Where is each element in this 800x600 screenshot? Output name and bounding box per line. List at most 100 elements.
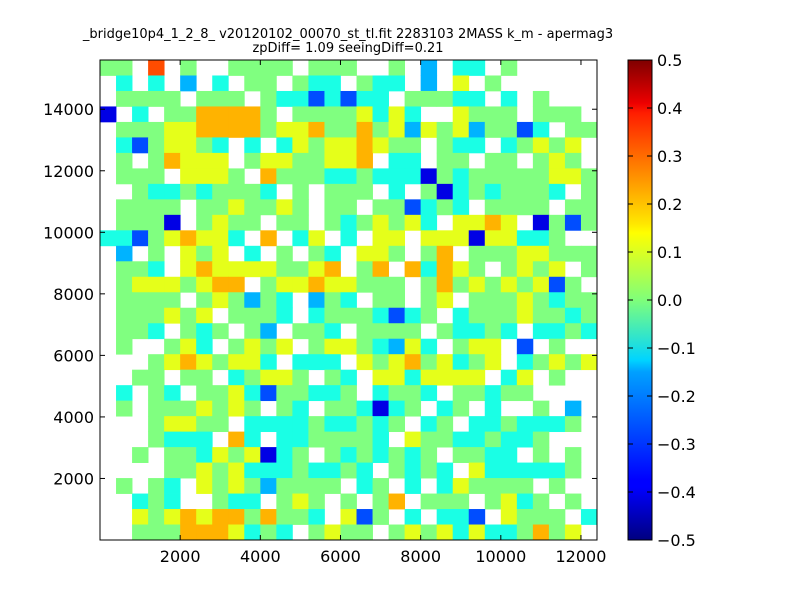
heatmap-cell xyxy=(372,338,389,355)
heatmap-cell xyxy=(516,292,534,309)
heatmap-cell xyxy=(340,292,357,309)
heatmap-cell xyxy=(468,261,486,278)
heatmap-cell xyxy=(260,276,277,293)
heatmap-cell xyxy=(340,369,357,386)
heatmap-cell xyxy=(404,323,422,340)
heatmap-cell xyxy=(276,307,293,324)
heatmap-cell xyxy=(260,168,277,185)
heatmap-cell xyxy=(116,261,133,278)
heatmap-cell xyxy=(324,90,341,107)
x-tick-label: 4000 xyxy=(240,547,281,566)
heatmap-cell xyxy=(340,447,357,463)
heatmap-cell xyxy=(340,416,357,433)
heatmap-cell xyxy=(580,168,598,185)
heatmap-cell xyxy=(516,168,534,185)
heatmap-cell xyxy=(212,199,229,216)
heatmap-cell xyxy=(356,416,373,433)
heatmap-cell xyxy=(228,183,245,200)
heatmap-cell xyxy=(148,416,165,433)
heatmap-cell xyxy=(516,416,534,433)
heatmap-cell xyxy=(532,447,550,463)
heatmap-cell xyxy=(244,214,261,231)
heatmap-cell xyxy=(180,106,197,123)
heatmap-cell xyxy=(420,431,438,448)
heatmap-cell xyxy=(212,354,229,371)
heatmap-cell xyxy=(372,199,389,216)
heatmap-cell xyxy=(452,524,470,541)
heatmap-cell xyxy=(212,261,229,278)
heatmap-cell xyxy=(308,385,325,402)
heatmap-cell xyxy=(324,416,341,433)
heatmap-cell xyxy=(212,416,229,433)
heatmap-cell xyxy=(308,60,325,76)
heatmap-cell xyxy=(372,323,389,340)
heatmap-cell xyxy=(436,137,454,154)
heatmap-cell xyxy=(404,478,422,494)
heatmap-cell xyxy=(100,60,117,76)
heatmap-cell xyxy=(292,462,309,479)
heatmap-cell xyxy=(484,199,502,216)
heatmap-cell xyxy=(404,354,422,371)
heatmap-cell xyxy=(244,183,261,200)
heatmap-cell xyxy=(388,199,406,216)
heatmap-cell xyxy=(532,137,550,154)
heatmap-cell xyxy=(356,214,373,231)
heatmap-cell xyxy=(564,121,582,138)
heatmap-cell xyxy=(212,230,229,247)
heatmap-cell xyxy=(404,338,422,355)
heatmap-cell xyxy=(404,431,422,448)
heatmap-cell xyxy=(548,106,566,123)
heatmap-cell xyxy=(420,90,438,107)
heatmap-cell xyxy=(244,493,261,510)
heatmap-cell xyxy=(564,292,582,309)
heatmap-cell xyxy=(308,462,325,479)
heatmap-cell xyxy=(340,199,357,216)
y-tick-label: 2000 xyxy=(53,469,94,488)
heatmap-cell xyxy=(228,121,245,138)
heatmap-cell xyxy=(404,369,422,386)
heatmap-cell xyxy=(548,524,566,541)
heatmap-cell xyxy=(244,524,261,541)
heatmap-cell xyxy=(484,385,502,402)
heatmap-cell xyxy=(116,214,133,231)
heatmap-cell xyxy=(516,354,534,371)
heatmap-cell xyxy=(548,416,566,433)
heatmap-cell xyxy=(340,524,357,541)
heatmap-cell xyxy=(516,369,534,386)
heatmap-cell xyxy=(212,292,229,309)
heatmap-cell xyxy=(324,447,341,463)
heatmap-cell xyxy=(340,183,357,200)
heatmap-cell xyxy=(516,199,534,216)
heatmap-cell xyxy=(308,230,325,247)
heatmap-cell xyxy=(420,354,438,371)
heatmap-cell xyxy=(228,261,245,278)
heatmap-cell xyxy=(372,431,389,448)
heatmap-cell xyxy=(132,509,149,525)
plot-area-frame xyxy=(99,59,598,541)
heatmap-cell xyxy=(228,338,245,355)
heatmap-cell xyxy=(484,354,502,371)
heatmap-cell xyxy=(148,168,165,185)
heatmap-cell xyxy=(324,137,341,154)
heatmap-cell xyxy=(148,276,165,293)
heatmap-cell xyxy=(164,493,181,510)
heatmap-cell xyxy=(148,245,165,262)
heatmap-cell xyxy=(196,307,213,324)
heatmap-cell xyxy=(356,307,373,324)
heatmap-cell xyxy=(468,354,486,371)
heatmap-cell xyxy=(452,137,470,154)
heatmap-cell xyxy=(532,292,550,309)
heatmap-cell xyxy=(340,431,357,448)
heatmap-cell xyxy=(340,307,357,324)
heatmap-cell xyxy=(292,385,309,402)
heatmap-cell xyxy=(420,385,438,402)
heatmap-cell xyxy=(484,121,502,138)
heatmap-cell xyxy=(228,447,245,463)
heatmap-cell xyxy=(308,245,325,262)
heatmap-cell xyxy=(548,245,566,262)
heatmap-cell xyxy=(420,168,438,185)
heatmap-cell xyxy=(228,385,245,402)
heatmap-cell xyxy=(452,276,470,293)
heatmap-cell xyxy=(260,369,277,386)
